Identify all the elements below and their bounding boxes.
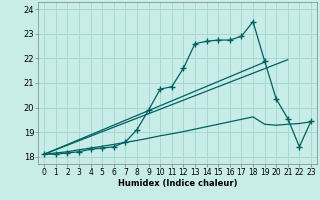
X-axis label: Humidex (Indice chaleur): Humidex (Indice chaleur) — [118, 179, 237, 188]
